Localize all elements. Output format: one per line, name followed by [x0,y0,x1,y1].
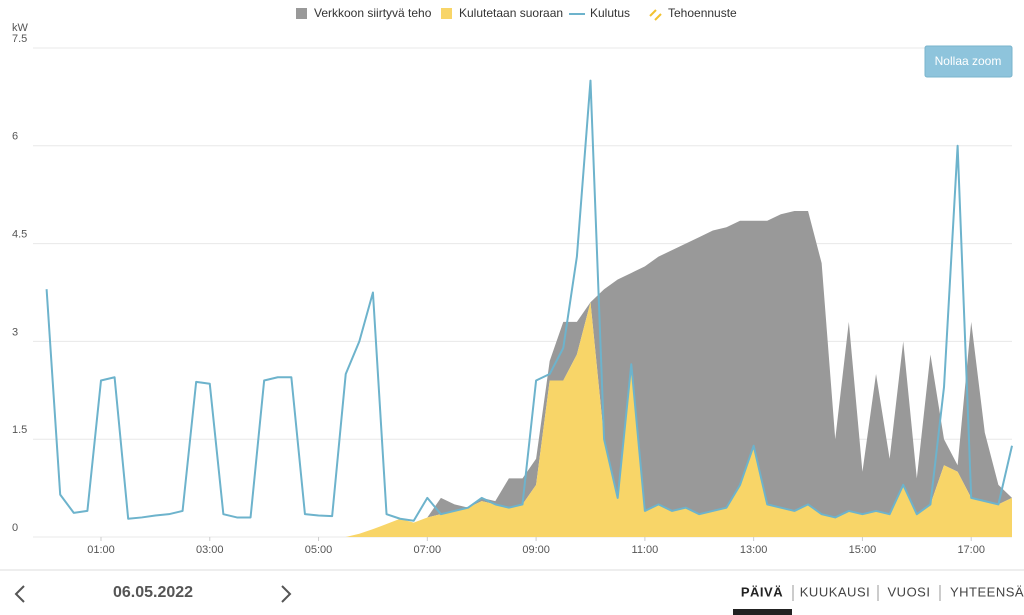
x-tick-label: 05:00 [305,544,333,556]
x-tick-label: 13:00 [740,544,768,556]
y-tick-label: 1.5 [12,424,27,436]
consumption-line [45,79,1013,522]
legend-label: Kulutus [590,6,630,20]
legend-swatch [649,9,657,17]
reset-zoom-label[interactable]: Nollaa zoom [935,54,1002,68]
x-tick-label: 01:00 [87,544,115,556]
y-tick-label: 0 [12,522,18,534]
y-tick-label: 4.5 [12,229,27,241]
legend-swatch [441,8,452,19]
legend-label: Verkkoon siirtyvä teho [314,6,432,20]
prev-button[interactable] [14,585,25,603]
y-axis-unit: kW [12,22,29,34]
x-tick-label: 11:00 [632,544,659,556]
y-tick-label: 7.5 [12,33,27,45]
date-label: 06.05.2022 [113,584,193,601]
tab[interactable]: PÄIVÄ [741,584,783,599]
x-tick-label: 07:00 [414,544,442,556]
self-consumption-area [345,302,1013,537]
legend-swatch [296,8,307,19]
legend-swatch [654,13,662,21]
y-tick-label: 6 [12,131,18,143]
next-button[interactable] [281,585,292,603]
tab-indicator [733,609,792,615]
x-tick-label: 03:00 [196,544,224,556]
legend-label: Tehoennuste [668,6,737,20]
y-tick-label: 3 [12,326,18,338]
plot: 0 1.5 3 4.5 6 7.5 01:00 03:00 05:00 07:00 09:00 11:… [12,6,1013,556]
x-tick-label: 17:00 [957,544,985,556]
tab[interactable]: KUUKAUSI [800,584,870,599]
x-tick-label: 09:00 [522,544,550,556]
x-tick-label: 15:00 [849,544,877,556]
reset-zoom-button[interactable] [924,45,1013,78]
export-area [427,211,1012,518]
legend-label: Kulutetaan suoraan [459,6,563,20]
tab[interactable]: YHTEENSÄ [950,584,1024,599]
tab[interactable]: VUOSI [888,584,931,599]
